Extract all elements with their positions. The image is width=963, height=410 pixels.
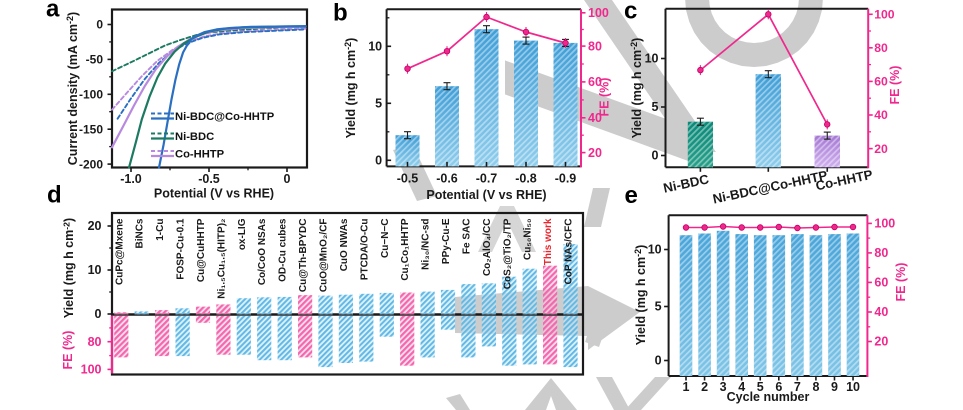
svg-text:4: 4 xyxy=(738,380,745,394)
svg-text:CuPc@Mxene: CuPc@Mxene xyxy=(114,218,125,285)
svg-text:2: 2 xyxy=(701,380,708,394)
svg-text:Cycle number: Cycle number xyxy=(727,390,810,404)
svg-text:-0.6: -0.6 xyxy=(436,171,458,185)
svg-text:Current density (mA cm-2): Current density (mA cm-2) xyxy=(65,12,80,165)
svg-text:a: a xyxy=(46,0,60,23)
svg-text:Cu@Th-BPYDC: Cu@Th-BPYDC xyxy=(298,219,309,293)
svg-text:This work: This work xyxy=(543,218,554,265)
svg-text:-0.7: -0.7 xyxy=(476,171,498,185)
svg-text:80: 80 xyxy=(874,41,888,55)
svg-text:Ni-BDC@Co-HHTP: Ni-BDC@Co-HHTP xyxy=(175,111,275,123)
svg-text:5: 5 xyxy=(757,380,764,394)
svg-text:c: c xyxy=(624,0,637,25)
svg-text:80: 80 xyxy=(88,335,102,349)
svg-text:Ni-BDC: Ni-BDC xyxy=(175,131,214,143)
svg-text:9: 9 xyxy=(831,380,838,394)
svg-text:0: 0 xyxy=(96,18,103,32)
svg-text:5: 5 xyxy=(652,100,659,114)
svg-text:Yield (mg h cm-2): Yield (mg h cm-2) xyxy=(629,38,644,139)
svg-text:20: 20 xyxy=(874,142,888,156)
svg-text:CuO NWAs: CuO NWAs xyxy=(339,218,350,271)
svg-text:FE (%): FE (%) xyxy=(61,331,75,370)
svg-text:20: 20 xyxy=(88,219,102,233)
svg-text:BiNCs: BiNCs xyxy=(135,218,146,248)
svg-text:-150: -150 xyxy=(79,122,103,136)
svg-text:Yield (mg h cm-2): Yield (mg h cm-2) xyxy=(343,38,358,139)
svg-text:CoS₂@TiO₂/TP: CoS₂@TiO₂/TP xyxy=(502,218,513,289)
svg-text:60: 60 xyxy=(874,75,888,89)
svg-text:60: 60 xyxy=(874,276,888,290)
svg-text:3: 3 xyxy=(720,380,727,394)
svg-text:Potential (V vs RHE): Potential (V vs RHE) xyxy=(426,188,546,202)
svg-text:e: e xyxy=(625,182,638,209)
svg-text:Co₂AlO₄/CC: Co₂AlO₄/CC xyxy=(482,219,493,277)
svg-text:1: 1 xyxy=(683,380,690,394)
svg-text:0: 0 xyxy=(284,172,291,186)
svg-text:20: 20 xyxy=(588,146,602,160)
svg-text:0: 0 xyxy=(652,149,659,163)
svg-text:PPy-Cu-E: PPy-Cu-E xyxy=(441,218,452,264)
svg-text:1-Cu: 1-Cu xyxy=(155,219,166,241)
svg-text:FOSP-Cu-0.1: FOSP-Cu-0.1 xyxy=(176,218,187,280)
svg-text:-200: -200 xyxy=(79,157,103,171)
svg-text:0: 0 xyxy=(655,354,662,368)
svg-text:Yield (mg h cm-2): Yield (mg h cm-2) xyxy=(62,218,77,318)
svg-text:Ni₃₀/NC-sd: Ni₃₀/NC-sd xyxy=(421,219,432,270)
svg-text:Cu₁Co₁HHTP: Cu₁Co₁HHTP xyxy=(400,218,411,280)
svg-text:FE (%): FE (%) xyxy=(598,78,612,117)
svg-text:8: 8 xyxy=(812,380,819,394)
svg-text:-0.5: -0.5 xyxy=(198,172,220,186)
svg-text:5: 5 xyxy=(655,300,662,314)
svg-text:-50: -50 xyxy=(86,53,104,67)
svg-text:Co/CoO NSAs: Co/CoO NSAs xyxy=(257,218,268,285)
svg-text:100: 100 xyxy=(874,8,895,22)
svg-text:80: 80 xyxy=(874,246,888,260)
svg-text:40: 40 xyxy=(874,108,888,122)
svg-text:100: 100 xyxy=(588,6,609,20)
svg-text:0: 0 xyxy=(95,307,102,321)
svg-text:10: 10 xyxy=(88,263,102,277)
svg-text:FE (%): FE (%) xyxy=(894,263,908,302)
svg-text:-0.5: -0.5 xyxy=(397,171,419,185)
svg-text:6: 6 xyxy=(775,380,782,394)
svg-text:100: 100 xyxy=(874,217,895,231)
svg-text:40: 40 xyxy=(588,111,602,125)
svg-text:-100: -100 xyxy=(79,88,103,102)
svg-text:Yield (mg h cm-2): Yield (mg h cm-2) xyxy=(633,245,648,346)
svg-text:-0.9: -0.9 xyxy=(555,171,577,185)
svg-text:Cu@CuHHTP: Cu@CuHHTP xyxy=(196,218,207,282)
svg-text:CoP NAs/CFC: CoP NAs/CFC xyxy=(564,219,575,285)
svg-text:CuO@MnO₂/CF: CuO@MnO₂/CF xyxy=(319,219,330,293)
svg-text:40: 40 xyxy=(874,305,888,319)
svg-text:Co-HHTP: Co-HHTP xyxy=(175,149,225,161)
svg-text:Cu₅₀Ni₅₀: Cu₅₀Ni₅₀ xyxy=(523,219,534,261)
svg-text:5: 5 xyxy=(375,97,382,111)
svg-text:10: 10 xyxy=(648,243,662,257)
svg-text:10: 10 xyxy=(368,40,382,54)
svg-text:Fe SAC: Fe SAC xyxy=(461,219,472,255)
svg-text:20: 20 xyxy=(874,335,888,349)
svg-text:Potential (V vs RHE): Potential (V vs RHE) xyxy=(154,187,274,201)
svg-text:b: b xyxy=(333,0,348,27)
svg-text:-0.8: -0.8 xyxy=(515,171,537,185)
svg-text:7: 7 xyxy=(794,380,801,394)
svg-text:80: 80 xyxy=(588,39,602,53)
svg-text:60: 60 xyxy=(588,75,602,89)
svg-text:100: 100 xyxy=(81,363,102,377)
svg-text:Cu−N−C: Cu−N−C xyxy=(380,219,391,258)
svg-text:0: 0 xyxy=(375,154,382,168)
svg-text:OD-Cu cubes: OD-Cu cubes xyxy=(278,218,289,282)
svg-text:d: d xyxy=(47,182,62,209)
svg-text:FE (%): FE (%) xyxy=(888,66,902,105)
svg-text:ox-LIG: ox-LIG xyxy=(237,218,248,250)
svg-text:PTCDA/O-Cu: PTCDA/O-Cu xyxy=(359,219,370,281)
svg-text:Ni₁.₅Cu₁.₅(HITP)₂: Ni₁.₅Cu₁.₅(HITP)₂ xyxy=(216,219,227,299)
svg-text:10: 10 xyxy=(645,52,659,66)
svg-text:10: 10 xyxy=(846,380,860,394)
svg-text:-1.0: -1.0 xyxy=(120,172,142,186)
